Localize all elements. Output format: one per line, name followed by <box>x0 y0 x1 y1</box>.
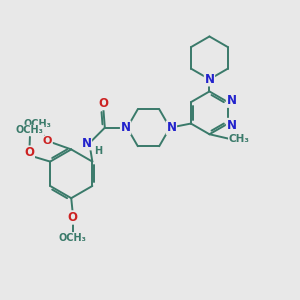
Text: N: N <box>226 94 236 107</box>
Text: N: N <box>121 121 130 134</box>
Text: OCH₃: OCH₃ <box>59 233 87 243</box>
Text: CH₃: CH₃ <box>229 134 250 144</box>
Text: N: N <box>226 118 236 131</box>
Text: N: N <box>167 121 176 134</box>
Text: OCH₃: OCH₃ <box>23 119 51 129</box>
Text: OCH₃: OCH₃ <box>16 125 44 135</box>
Text: O: O <box>24 146 34 159</box>
Text: H: H <box>94 146 102 157</box>
Text: O: O <box>98 97 108 110</box>
Text: N: N <box>81 137 92 150</box>
Text: N: N <box>204 73 214 86</box>
Text: O: O <box>68 211 78 224</box>
Text: O: O <box>43 136 52 146</box>
